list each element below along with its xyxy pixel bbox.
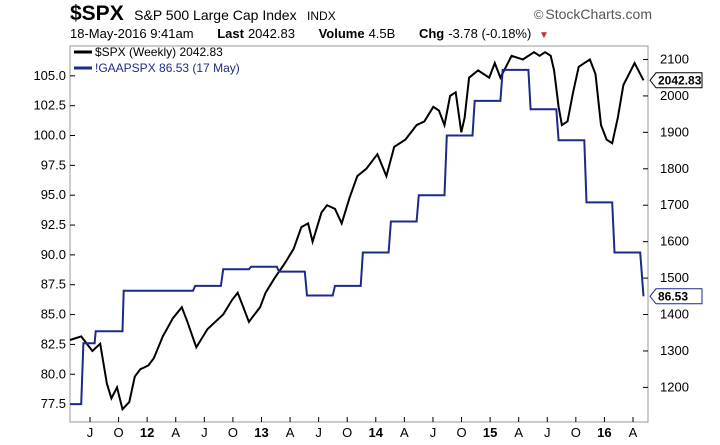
symbol-label: $SPX bbox=[70, 2, 124, 25]
x-tick-label: J bbox=[430, 425, 437, 440]
plot-frame bbox=[69, 45, 649, 423]
x-tick-label: J bbox=[201, 425, 208, 440]
x-tick-label: A bbox=[514, 425, 523, 440]
down-triangle-icon: ▼ bbox=[538, 30, 549, 41]
chg-value: -3.78 (-0.18%) bbox=[448, 26, 532, 41]
left-tick-label: 100.0 bbox=[33, 128, 66, 143]
left-tick-label: 92.5 bbox=[41, 217, 66, 232]
quote-date: 18-May-2016 9:41am bbox=[70, 26, 194, 41]
x-tick-label: A bbox=[400, 425, 409, 440]
x-tick-label: 12 bbox=[140, 425, 154, 440]
index-name: S&P 500 Large Cap Index bbox=[134, 7, 297, 23]
right-tick-label: 2100 bbox=[660, 51, 689, 66]
x-tick-label: A bbox=[286, 425, 295, 440]
right-tick-label: 1700 bbox=[660, 197, 689, 212]
last-value: 2042.83 bbox=[247, 26, 295, 41]
x-tick-label: J bbox=[87, 425, 94, 440]
right-tick-label: 1900 bbox=[660, 124, 689, 139]
spx-price-line bbox=[69, 51, 645, 412]
x-tick-label: 16 bbox=[597, 425, 611, 440]
left-tick-label: 85.0 bbox=[41, 307, 66, 322]
chg-label: Chg bbox=[418, 26, 445, 41]
volume-value: 4.5B bbox=[368, 26, 396, 41]
x-tick-label: 14 bbox=[369, 425, 384, 440]
gaap-last-value-label: 86.53 bbox=[658, 289, 688, 303]
x-tick-label: J bbox=[315, 425, 322, 440]
quote-bar: 18-May-2016 9:41am Last 2042.83 Volume 4.5… bbox=[70, 26, 549, 41]
right-tick-label: 1200 bbox=[660, 379, 689, 394]
brand-logo: © StockCharts.com bbox=[534, 6, 652, 22]
x-tick-label: O bbox=[342, 425, 352, 440]
left-tick-label: 102.5 bbox=[33, 98, 66, 113]
spx-last-value-label: 2042.83 bbox=[658, 73, 702, 87]
left-tick-label: 80.0 bbox=[41, 366, 66, 381]
right-tick-label: 1600 bbox=[660, 234, 689, 249]
legend-gaap-label: !GAAPSPX 86.53 (17 May) bbox=[95, 61, 240, 75]
x-tick-label: O bbox=[456, 425, 466, 440]
exchange-label: INDX bbox=[307, 9, 336, 23]
legend-spx-label: $SPX (Weekly) 2042.83 bbox=[95, 45, 223, 59]
x-tick-label: O bbox=[114, 425, 124, 440]
x-tick-label: 13 bbox=[254, 425, 268, 440]
last-label: Last bbox=[217, 26, 244, 41]
x-tick-label: A bbox=[171, 425, 180, 440]
left-tick-label: 77.5 bbox=[41, 396, 66, 411]
x-tick-label: O bbox=[571, 425, 581, 440]
x-tick-label: 15 bbox=[483, 425, 497, 440]
left-tick-label: 82.5 bbox=[41, 336, 66, 351]
chart-header-title: $SPX S&P 500 Large Cap Index INDX bbox=[70, 2, 336, 25]
right-tick-label: 2000 bbox=[660, 88, 689, 103]
x-tick-label: J bbox=[544, 425, 551, 440]
right-tick-label: 1400 bbox=[660, 307, 689, 322]
left-tick-label: 90.0 bbox=[41, 247, 66, 262]
left-tick-label: 105.0 bbox=[33, 68, 66, 83]
x-tick-label: O bbox=[228, 425, 238, 440]
left-tick-label: 95.0 bbox=[41, 187, 66, 202]
volume-label: Volume bbox=[318, 26, 365, 41]
spx-last-value-tag bbox=[649, 72, 703, 89]
gaap-last-value-tag bbox=[649, 288, 703, 305]
right-tick-label: 1300 bbox=[660, 343, 689, 358]
left-tick-label: 87.5 bbox=[41, 277, 66, 292]
brand-name: StockCharts.com bbox=[545, 6, 652, 22]
x-tick-label: A bbox=[629, 425, 638, 440]
gaap-pe-line bbox=[70, 68, 645, 406]
copyright-icon: © bbox=[533, 7, 544, 22]
right-tick-label: 1500 bbox=[660, 270, 689, 285]
left-tick-label: 97.5 bbox=[41, 157, 66, 172]
right-tick-label: 1800 bbox=[660, 161, 689, 176]
